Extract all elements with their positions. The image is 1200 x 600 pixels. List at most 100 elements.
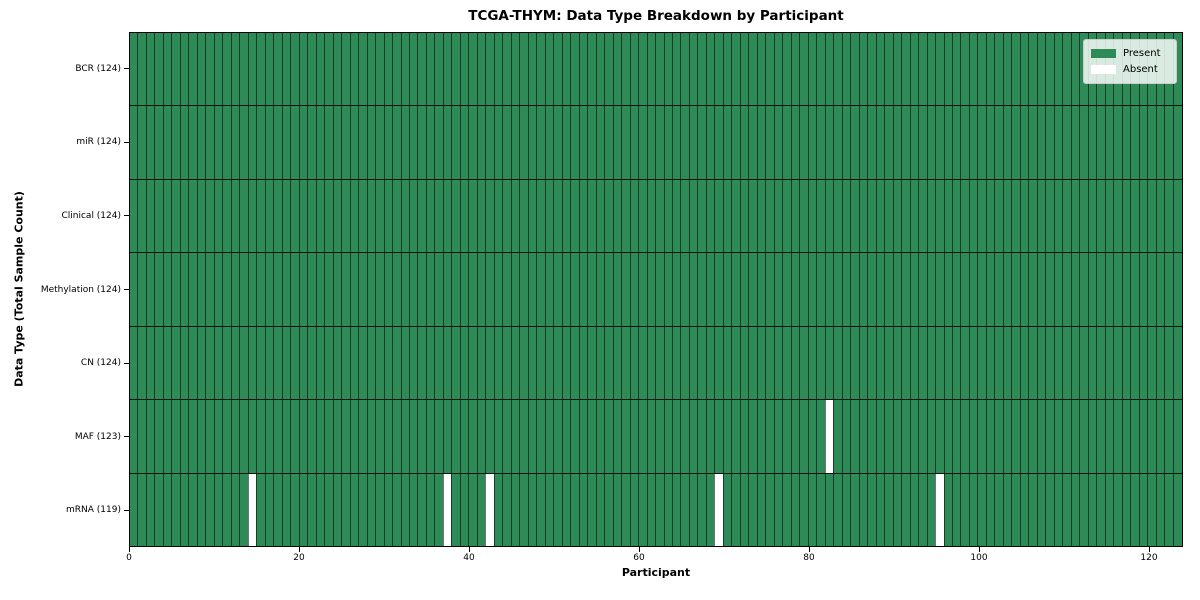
heatmap-cell-present (816, 179, 825, 253)
heatmap-cell-present (392, 106, 401, 179)
heatmap-cell-present (1130, 179, 1139, 253)
heatmap-cell-present (587, 473, 596, 546)
x-tick-mark (469, 547, 470, 552)
heatmap-cell-present (273, 253, 282, 326)
heatmap-cell-present (1138, 253, 1148, 326)
heatmap-cell-present (1172, 253, 1182, 326)
heatmap-cell-present (179, 400, 189, 473)
heatmap-cell-present (1045, 106, 1054, 179)
heatmap-cell-present (714, 400, 723, 473)
heatmap-row-maf (130, 399, 1182, 473)
heatmap-cell-present (137, 33, 146, 106)
heatmap-cell-present (1138, 179, 1148, 253)
heatmap-cell-present (765, 400, 774, 473)
heatmap-cell-present (595, 33, 605, 106)
heatmap-cell-present (722, 253, 732, 326)
heatmap-cell-present (239, 253, 248, 326)
y-tick-label: CN (124) (80, 358, 121, 369)
heatmap-cell-present (307, 326, 316, 400)
heatmap-cell-absent (485, 473, 494, 546)
heatmap-cell-present (442, 106, 452, 179)
heatmap-cell-present (680, 326, 689, 400)
heatmap-cell-present (688, 400, 698, 473)
heatmap-cell-present (366, 33, 376, 106)
heatmap-cell-present (179, 326, 189, 400)
heatmap-cell-present (790, 326, 800, 400)
heatmap-cell-present (1036, 253, 1046, 326)
heatmap-cell-present (629, 106, 639, 179)
heatmap-cell-present (442, 253, 452, 326)
heatmap-cell-present (756, 33, 766, 106)
x-tick-mark (979, 547, 980, 552)
heatmap-cell-present (629, 400, 639, 473)
heatmap-cell-present (1104, 400, 1114, 473)
heatmap-cell-present (892, 326, 902, 400)
heatmap-cell-present (256, 179, 265, 253)
heatmap-cell-present (239, 326, 248, 400)
heatmap-cell-present (1096, 473, 1105, 546)
heatmap-cell-present (697, 106, 706, 179)
heatmap-cell-present (561, 106, 571, 179)
heatmap-cell-present (884, 179, 893, 253)
heatmap-cell-present (1062, 106, 1071, 179)
heatmap-cell-present (1079, 473, 1088, 546)
heatmap-cell-present (264, 473, 274, 546)
heatmap-cell-present (366, 106, 376, 179)
heatmap-cell-present (476, 400, 486, 473)
heatmap-cell-present (968, 33, 978, 106)
heatmap-cell-present (162, 179, 172, 253)
heatmap-cell-present (315, 400, 325, 473)
heatmap-cell-present (926, 326, 936, 400)
heatmap-cell-present (392, 326, 401, 400)
heatmap-cell-present (434, 326, 443, 400)
heatmap-cell-present (918, 326, 927, 400)
heatmap-cell-present (799, 326, 808, 400)
heatmap-cell-present (646, 253, 656, 326)
heatmap-cell-present (315, 326, 325, 400)
heatmap-cell-present (1045, 326, 1054, 400)
heatmap-cell-present (663, 473, 672, 546)
heatmap-cell-absent (714, 473, 723, 546)
heatmap-cell-present (417, 106, 426, 179)
heatmap-cell-present (171, 253, 180, 326)
heatmap-cell-present (892, 106, 902, 179)
heatmap-cell-present (935, 253, 944, 326)
heatmap-cell-present (994, 253, 1003, 326)
heatmap-cell-present (130, 106, 138, 179)
heatmap-cell-present (502, 33, 511, 106)
heatmap-cell-present (239, 400, 248, 473)
heatmap-cell-present (468, 179, 477, 253)
heatmap-cell-present (807, 253, 817, 326)
heatmap-cell-present (1019, 106, 1029, 179)
heatmap-cell-present (137, 106, 146, 179)
heatmap-cell-present (324, 33, 333, 106)
heatmap-cell-present (332, 253, 342, 326)
heatmap-cell-present (417, 179, 426, 253)
heatmap-cell-present (519, 400, 528, 473)
y-tick-label: mRNA (119) (66, 505, 121, 516)
chart-title: TCGA-THYM: Data Type Breakdown by Partic… (468, 8, 844, 24)
heatmap-cell-present (1164, 179, 1173, 253)
heatmap-cell-present (485, 253, 494, 326)
heatmap-cell-present (858, 253, 868, 326)
heatmap-cell-present (918, 400, 927, 473)
heatmap-cell-present (341, 473, 350, 546)
heatmap-cell-present (570, 106, 579, 179)
heatmap-cell-present (875, 253, 885, 326)
heatmap-cell-present (629, 179, 639, 253)
heatmap-cell-present (807, 326, 817, 400)
heatmap-cell-present (1155, 179, 1165, 253)
heatmap-cell-present (968, 253, 978, 326)
heatmap-cell-present (154, 106, 163, 179)
heatmap-cell-present (493, 326, 503, 400)
heatmap-cell-present (1019, 179, 1029, 253)
heatmap-cell-present (264, 179, 274, 253)
heatmap-cell-present (901, 253, 910, 326)
heatmap-cell-present (773, 33, 783, 106)
heatmap-cell-present (739, 253, 749, 326)
heatmap-cell-present (1172, 473, 1182, 546)
heatmap-cell-present (756, 326, 766, 400)
heatmap-cell-present (901, 179, 910, 253)
heatmap-cell-present (782, 106, 791, 179)
heatmap-plot-area (129, 32, 1183, 547)
